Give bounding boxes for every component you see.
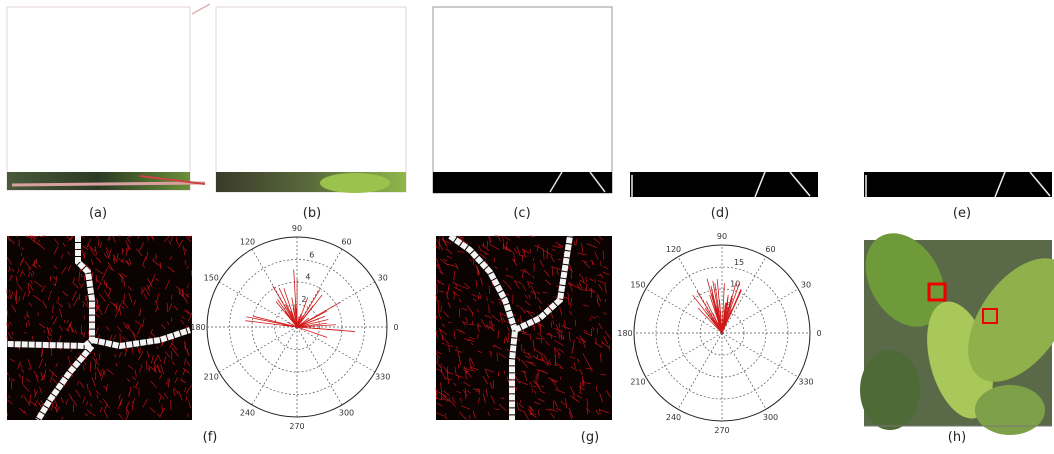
polar-spoke <box>297 327 342 405</box>
polar-spoke <box>722 333 766 409</box>
angle-label: 120 <box>240 237 255 246</box>
polar-plot: 510159060300330300270240210180150120 <box>617 232 821 435</box>
angle-label: 300 <box>763 413 778 422</box>
panel-label: (a) <box>89 206 107 221</box>
angle-label: 330 <box>375 373 390 382</box>
panel-c-image <box>433 7 612 193</box>
angle-label: 270 <box>714 426 729 435</box>
panel-label: (h) <box>948 430 966 445</box>
panel-label: (c) <box>513 206 530 221</box>
angle-label: 330 <box>798 378 813 387</box>
radius-label: 4 <box>305 273 310 282</box>
angle-label: 90 <box>717 232 727 241</box>
angle-label: 120 <box>666 245 681 254</box>
panel-h-image <box>850 219 1054 435</box>
panel-label: (f) <box>203 430 218 445</box>
panel-label: (g) <box>581 430 599 445</box>
panel-e-image <box>864 172 1052 197</box>
angle-label: 210 <box>204 373 219 382</box>
panel-b-image <box>216 7 406 193</box>
panel-a-image <box>7 4 210 190</box>
polar-plot: 2469060300330300270240210180150120 <box>190 224 398 431</box>
orientation-vector <box>297 290 320 327</box>
angle-label: 30 <box>378 274 388 283</box>
angle-label: 150 <box>630 281 645 290</box>
angle-label: 300 <box>339 409 354 418</box>
angle-label: 180 <box>617 329 632 338</box>
angle-label: 150 <box>204 274 219 283</box>
polar-spoke <box>678 333 722 409</box>
polar-spoke <box>722 257 766 333</box>
polar-spoke <box>722 333 798 377</box>
angle-label: 240 <box>240 409 255 418</box>
angle-label: 0 <box>393 323 398 332</box>
polar-spoke <box>722 289 798 333</box>
polar-spoke <box>297 327 375 372</box>
orientation-vector <box>297 327 355 332</box>
polar-spoke <box>646 333 722 377</box>
angle-label: 60 <box>765 245 775 254</box>
angle-label: 210 <box>630 378 645 387</box>
radius-label: 15 <box>734 258 744 267</box>
angle-label: 90 <box>292 224 302 233</box>
radius-label: 6 <box>309 251 314 260</box>
angle-label: 180 <box>190 323 205 332</box>
panel-f-image <box>7 236 192 420</box>
angle-label: 270 <box>289 422 304 431</box>
angle-label: 30 <box>801 281 811 290</box>
polar-spoke <box>252 327 297 405</box>
panel-label: (b) <box>303 206 321 221</box>
polar-spoke <box>219 327 297 372</box>
polar-spoke <box>646 289 722 333</box>
panel-label: (d) <box>711 206 729 221</box>
angle-label: 240 <box>666 413 681 422</box>
angle-label: 60 <box>341 237 351 246</box>
panel-d-image <box>630 172 818 197</box>
angle-label: 0 <box>816 329 821 338</box>
panel-g-image <box>436 236 612 420</box>
panel-label: (e) <box>953 206 971 221</box>
figure: (a) (b) (c) (d) (e) (f) (g) (h) 24690603… <box>0 0 1054 454</box>
